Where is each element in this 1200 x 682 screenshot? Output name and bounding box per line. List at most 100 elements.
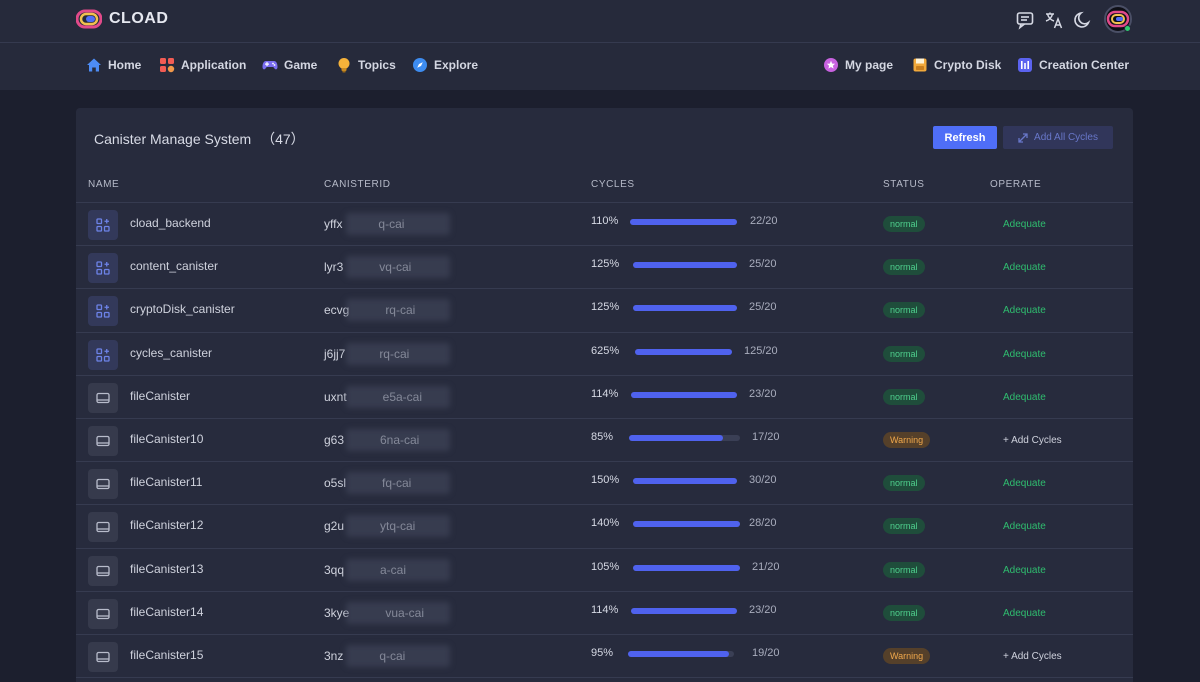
add-cycles-button[interactable]: + Add Cycles — [1003, 650, 1062, 662]
column-header-operate[interactable]: OPERATE — [990, 179, 1042, 190]
file-canister-icon — [88, 382, 118, 413]
canister-id-blur — [346, 385, 450, 408]
chat-icon[interactable] — [1015, 10, 1035, 30]
cycles-progress-fill — [631, 607, 737, 614]
cycles-progress-fill — [633, 478, 737, 485]
adequate-link[interactable]: Adequate — [1003, 607, 1046, 619]
add-cycles-button[interactable]: + Add Cycles — [1003, 434, 1062, 446]
cycles-progress-fill — [633, 262, 737, 269]
canister-name: cryptoDisk_canister — [130, 302, 235, 317]
status-badge: normal — [883, 302, 925, 319]
nav-item-application[interactable]: Application — [159, 57, 246, 73]
file-canister-icon — [88, 425, 118, 456]
canister-name: fileCanister — [130, 388, 191, 403]
avatar-logo-icon — [1106, 10, 1130, 28]
column-header-status[interactable]: STATUS — [883, 179, 925, 190]
file-canister-icon — [88, 555, 118, 586]
nav-item-crypto-disk[interactable]: Crypto Disk — [912, 57, 1001, 73]
brand-name: CLOAD — [109, 10, 169, 27]
canister-id-blur — [346, 644, 450, 667]
cycles-ratio: 25/20 — [749, 258, 777, 271]
nav-item-my-page[interactable]: My page — [823, 57, 893, 73]
nav-item-explore[interactable]: Explore — [412, 57, 478, 73]
status-badge: normal — [883, 518, 925, 535]
canister-name: fileCanister14 — [130, 604, 204, 619]
cycles-ratio: 17/20 — [752, 430, 780, 443]
status-badge: Warning — [883, 431, 931, 448]
cycles-progress-bar — [633, 521, 740, 528]
nav-item-home[interactable]: Home — [86, 57, 141, 73]
column-header-cycles[interactable]: CYCLES — [591, 179, 635, 190]
canister-panel: Canister Manage System （47） Refresh Add … — [76, 108, 1133, 682]
canister-id-blur — [346, 428, 450, 451]
nav-item-topics[interactable]: Topics — [336, 57, 396, 73]
add-all-cycles-button[interactable]: Add All Cycles — [1003, 126, 1113, 149]
cycles-percent: 105% — [591, 560, 620, 573]
application-canister-icon — [88, 210, 118, 240]
canister-count: （47） — [261, 131, 305, 147]
canister-name: fileCanister12 — [130, 518, 204, 533]
cycles-percent: 140% — [591, 517, 620, 530]
avatar[interactable] — [1104, 5, 1132, 33]
cycles-percent: 85% — [591, 430, 614, 443]
application-canister-icon — [88, 296, 118, 327]
add-all-cycles-label: Add All Cycles — [1034, 132, 1098, 143]
cycles-percent: 114% — [591, 603, 619, 616]
column-header-canister-id[interactable]: CANISTERID — [324, 179, 391, 190]
canister-name: fileCanister13 — [130, 561, 204, 576]
cycles-progress-bar — [628, 650, 734, 657]
adequate-link[interactable]: Adequate — [1003, 478, 1046, 490]
adequate-link[interactable]: Adequate — [1003, 348, 1046, 360]
cycles-percent: 625% — [591, 344, 620, 357]
cload-logo-icon — [76, 9, 102, 29]
cycles-ratio: 19/20 — [752, 646, 780, 659]
moon-icon[interactable] — [1073, 10, 1093, 30]
cycles-progress-bar — [629, 434, 740, 441]
nav-label: Home — [108, 58, 142, 72]
adequate-link[interactable]: Adequate — [1003, 391, 1046, 403]
adequate-link[interactable]: Adequate — [1003, 521, 1046, 533]
nav-label: Creation Center — [1039, 58, 1130, 72]
cycles-percent: 114% — [591, 387, 619, 400]
cycles-percent: 125% — [591, 258, 620, 271]
cycles-ratio: 23/20 — [749, 387, 777, 400]
refresh-button[interactable]: Refresh — [933, 126, 997, 149]
canister-id-blur — [346, 213, 450, 235]
application-icon — [160, 58, 175, 73]
canister-id-blur — [346, 299, 450, 322]
canister-id-blur — [346, 515, 450, 538]
cycles-ratio: 23/20 — [749, 603, 777, 616]
translate-icon[interactable] — [1044, 10, 1064, 30]
cycles-percent: 110% — [591, 215, 619, 227]
adequate-link[interactable]: Adequate — [1003, 564, 1046, 576]
online-status-dot — [1124, 25, 1131, 32]
cycles-ratio: 28/20 — [749, 517, 777, 530]
cycles-percent: 95% — [591, 646, 614, 659]
nav-label: Explore — [434, 58, 479, 72]
top-bar: CLOAD — [0, 0, 1200, 43]
adequate-link[interactable]: Adequate — [1003, 262, 1046, 274]
adequate-link[interactable]: Adequate — [1003, 219, 1046, 230]
adequate-link[interactable]: Adequate — [1003, 305, 1046, 317]
status-badge: normal — [883, 216, 925, 232]
table-header: NAME CANISTERID CYCLES STATUS OPERATE — [76, 172, 1133, 203]
cycles-progress-fill — [629, 434, 724, 441]
cycles-progress-fill — [635, 348, 732, 355]
cycles-ratio: 125/20 — [744, 344, 778, 357]
nav-item-game[interactable]: Game — [262, 57, 317, 73]
nav-label: Application — [181, 58, 247, 72]
cycles-progress-fill — [633, 521, 740, 528]
creation-icon — [1018, 58, 1032, 72]
canister-name: fileCanister10 — [130, 431, 204, 446]
brand[interactable]: CLOAD — [76, 9, 168, 29]
nav-item-creation-center[interactable]: Creation Center — [1017, 57, 1129, 73]
column-header-name[interactable]: NAME — [88, 179, 120, 190]
panel-title: Canister Manage System （47） — [94, 129, 305, 149]
